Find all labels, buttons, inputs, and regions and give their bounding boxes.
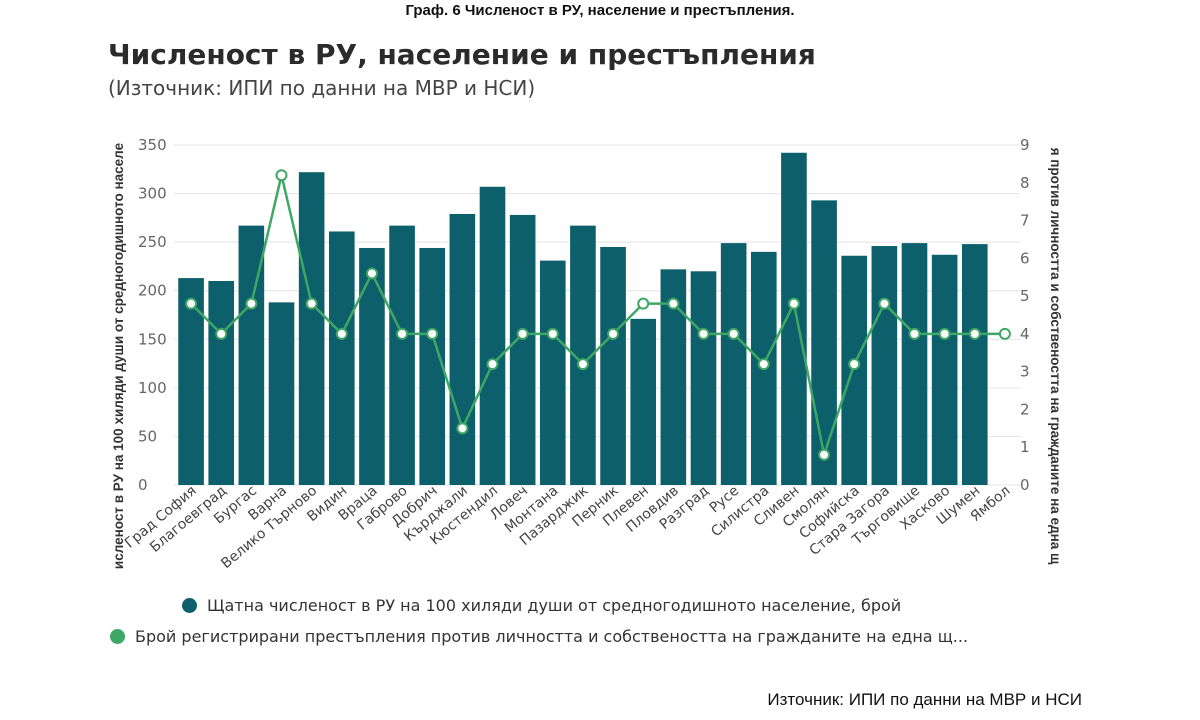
bar-18 <box>690 271 717 485</box>
bar-10 <box>449 213 476 485</box>
line-point-3 <box>245 297 258 310</box>
bar-5 <box>298 172 325 485</box>
legend-item-line[interactable]: Брой регистрирани престъпления против ли… <box>110 627 968 646</box>
y-right-axis-title: я против личността и собствеността на гр… <box>1048 148 1063 565</box>
legend-line-swatch-icon <box>110 629 125 644</box>
line-point-28 <box>998 327 1011 340</box>
line-point-18 <box>697 327 710 340</box>
y-left-tick-label: 350 <box>138 136 167 154</box>
y-right-tick-label: 3 <box>1020 363 1030 381</box>
bar-24 <box>871 246 898 485</box>
y-left-tick-label: 300 <box>138 185 167 203</box>
line-point-13 <box>546 327 559 340</box>
legend-line-label: Брой регистрирани престъпления против ли… <box>135 627 969 646</box>
line-point-15 <box>607 327 620 340</box>
bar-23 <box>841 255 868 485</box>
y-right-tick-label: 8 <box>1020 174 1030 192</box>
line-point-11 <box>486 358 499 371</box>
bar-7 <box>359 247 385 485</box>
y-left-tick-label: 50 <box>138 427 157 445</box>
y-right-tick-label: 7 <box>1020 212 1030 230</box>
line-point-20 <box>757 358 770 371</box>
line-point-26 <box>938 327 951 340</box>
bar-4 <box>268 302 295 485</box>
line-point-25 <box>908 327 921 340</box>
bar-12 <box>509 214 536 485</box>
y-right-tick-label: 6 <box>1020 249 1030 267</box>
line-point-6 <box>335 327 348 340</box>
bar-6 <box>328 231 355 485</box>
line-point-12 <box>516 327 529 340</box>
y-left-tick-label: 250 <box>138 233 167 251</box>
line-point-9 <box>426 327 439 340</box>
y-left-axis-title: исленост в РУ на 100 хиляди души от сред… <box>111 142 126 569</box>
line-point-27 <box>968 327 981 340</box>
figure-caption: Граф. 6 Численост в РУ, население и прес… <box>405 2 795 19</box>
bar-22 <box>811 200 837 485</box>
bar-27 <box>961 244 988 485</box>
y-left-tick-label: 200 <box>138 282 167 300</box>
y-left-tick-label: 0 <box>138 476 148 494</box>
line-point-1 <box>185 297 198 310</box>
footer-source: Източник: ИПИ по данни на МВР и НСИ <box>767 690 1082 709</box>
chart-subtitle: (Източник: ИПИ по данни на МВР и НСИ) <box>108 76 536 100</box>
line-point-19 <box>727 327 740 340</box>
chart-title: Численост в РУ, население и престъпления <box>108 38 816 71</box>
bar-11 <box>479 186 506 485</box>
bar-19 <box>720 243 747 485</box>
line-point-10 <box>456 422 469 435</box>
crime-series-line <box>190 173 1005 457</box>
line-point-21 <box>787 297 800 310</box>
line-point-7 <box>365 267 378 280</box>
line-point-4 <box>275 169 288 182</box>
y-right-tick-label: 9 <box>1020 136 1030 154</box>
line-point-22 <box>818 448 831 461</box>
bar-16 <box>630 318 657 485</box>
legend-bar-label: Щатна численост в РУ на 100 хиляди души … <box>207 596 902 615</box>
bar-26 <box>931 254 958 485</box>
bar-15 <box>600 247 626 485</box>
line-point-2 <box>215 327 228 340</box>
line-point-17 <box>667 297 680 310</box>
line-point-16 <box>637 297 650 310</box>
line-point-8 <box>396 327 409 340</box>
bar-2 <box>208 281 235 485</box>
bar-13 <box>539 260 566 485</box>
bar-9 <box>419 247 446 485</box>
line-point-5 <box>305 297 318 310</box>
y-right-tick-label: 2 <box>1020 400 1030 418</box>
line-point-23 <box>848 358 861 371</box>
y-right-tick-label: 4 <box>1020 325 1030 343</box>
y-right-tick-label: 0 <box>1020 476 1030 494</box>
legend-item-bars[interactable]: Щатна численост в РУ на 100 хиляди души … <box>182 596 901 615</box>
bar-25 <box>901 243 928 485</box>
y-right-tick-label: 5 <box>1020 287 1030 305</box>
y-left-tick-label: 150 <box>138 330 167 348</box>
y-right-tick-label: 1 <box>1020 438 1030 456</box>
line-point-14 <box>576 358 589 371</box>
line-point-24 <box>878 297 891 310</box>
legend-bar-swatch-icon <box>182 598 197 613</box>
bar-8 <box>389 225 415 485</box>
y-left-tick-label: 100 <box>138 379 167 397</box>
